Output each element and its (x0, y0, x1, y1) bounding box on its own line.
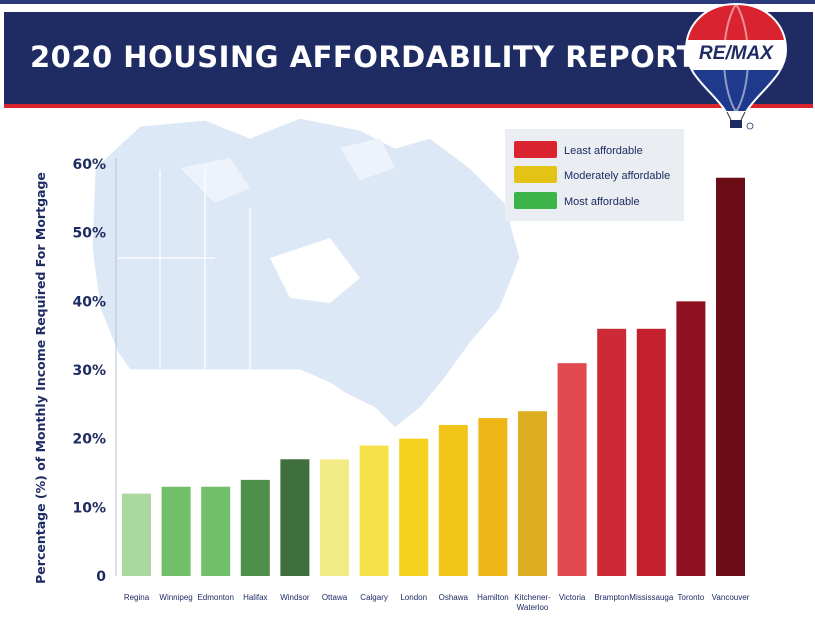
legend-swatch-moderate (514, 166, 557, 183)
x-tick-label: Oshawa (439, 593, 469, 602)
bar-series (122, 177, 745, 576)
x-tick-label: Ottawa (322, 593, 348, 602)
y-tick-label: 10% (72, 500, 106, 516)
bar-winnipeg (161, 486, 191, 576)
affordability-chart: Percentage (%) of Monthly Income Require… (33, 117, 750, 612)
report-title: 2020 HOUSING AFFORDABILITY REPORT (30, 40, 698, 74)
legend-label-most: Most affordable (564, 196, 640, 208)
bar-kitchener-waterloo (518, 411, 547, 576)
x-tick-label: Calgary (360, 593, 388, 602)
y-axis-ticks: 0 10% 20% 30% 40% 50% 60% (72, 157, 106, 585)
x-tick-label: Victoria (559, 593, 586, 602)
x-tick-label: Waterloo (517, 603, 549, 612)
bar-brampton (597, 328, 627, 576)
legend-label-moderate: Moderately affordable (564, 170, 670, 182)
legend-swatch-most (514, 192, 557, 209)
bar-victoria (557, 363, 587, 576)
x-tick-label: London (400, 593, 427, 602)
x-tick-label: Regina (124, 593, 150, 602)
x-tick-label: Brampton (594, 593, 629, 602)
x-tick-label: Mississauga (629, 593, 674, 602)
report-header: 2020 HOUSING AFFORDABILITY REPORT (4, 12, 813, 108)
x-axis-labels: Regina Winnipeg Edmonton Halifax Windsor Otta… (124, 593, 750, 612)
bar-toronto (676, 301, 706, 576)
x-tick-label: Edmonton (197, 593, 233, 602)
x-tick-label: Windsor (280, 593, 310, 602)
canada-map-background (91, 117, 521, 429)
y-tick-label: 60% (72, 157, 106, 173)
legend-label-least: Least affordable (564, 145, 643, 157)
x-tick-label: Hamilton (477, 593, 509, 602)
bar-edmonton (201, 486, 231, 576)
x-tick-label: Kitchener- (514, 593, 551, 602)
y-axis-title: Percentage (%) of Monthly Income Require… (33, 172, 48, 584)
bar-london (399, 438, 429, 576)
x-tick-label: Vancouver (712, 593, 750, 602)
bar-ottawa (320, 459, 349, 576)
x-tick-label: Toronto (678, 593, 705, 602)
y-tick-label: 40% (72, 294, 106, 310)
bar-calgary (359, 445, 389, 576)
y-tick-label: 20% (72, 432, 106, 448)
y-tick-label: 30% (72, 363, 106, 379)
logo-text: RE/MAX (699, 43, 774, 64)
bar-vancouver (716, 177, 745, 576)
remax-balloon-logo: RE/MAX (684, 2, 788, 130)
y-tick-label: 0 (96, 569, 106, 585)
x-tick-label: Winnipeg (159, 593, 192, 602)
y-tick-label: 50% (72, 226, 106, 242)
bar-mississauga (636, 328, 666, 576)
legend-swatch-least (514, 141, 557, 158)
top-accent-line (0, 0, 815, 4)
bar-hamilton (478, 418, 508, 576)
x-tick-label: Halifax (243, 593, 267, 602)
legend: Least affordable Moderately affordable M… (505, 129, 684, 221)
bar-regina (122, 493, 151, 576)
bar-windsor (280, 459, 310, 576)
bar-oshawa (438, 424, 468, 576)
bar-halifax (240, 479, 270, 576)
